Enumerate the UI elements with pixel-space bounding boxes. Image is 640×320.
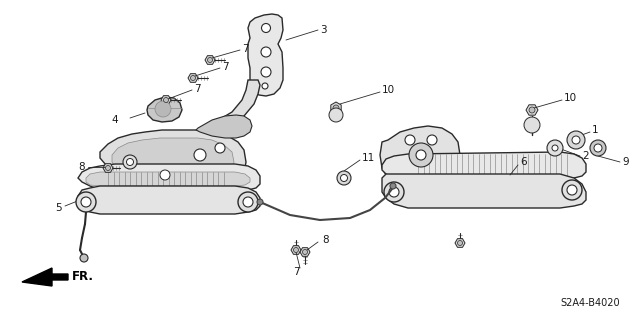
Polygon shape xyxy=(248,14,283,96)
Circle shape xyxy=(529,107,535,113)
Polygon shape xyxy=(382,152,586,180)
Polygon shape xyxy=(112,138,234,183)
Text: 4: 4 xyxy=(111,115,118,125)
Circle shape xyxy=(76,192,96,212)
Circle shape xyxy=(243,197,253,207)
Text: 1: 1 xyxy=(592,125,598,135)
Circle shape xyxy=(160,170,170,180)
Polygon shape xyxy=(103,164,113,172)
Circle shape xyxy=(389,187,399,197)
Text: 7: 7 xyxy=(194,84,200,94)
Circle shape xyxy=(257,199,263,205)
Polygon shape xyxy=(455,239,465,247)
Circle shape xyxy=(261,67,271,77)
Circle shape xyxy=(458,241,463,245)
Circle shape xyxy=(238,192,258,212)
Polygon shape xyxy=(22,268,68,286)
Polygon shape xyxy=(382,174,586,208)
Circle shape xyxy=(207,58,212,62)
Polygon shape xyxy=(78,186,260,214)
Circle shape xyxy=(547,140,563,156)
Polygon shape xyxy=(147,97,182,122)
Text: 7: 7 xyxy=(222,62,228,72)
Circle shape xyxy=(567,131,585,149)
Polygon shape xyxy=(78,164,260,192)
Text: S2A4-B4020: S2A4-B4020 xyxy=(561,298,620,308)
Polygon shape xyxy=(380,126,460,188)
Circle shape xyxy=(552,145,558,151)
Circle shape xyxy=(106,165,111,171)
Circle shape xyxy=(427,135,437,145)
Text: 7: 7 xyxy=(292,267,300,277)
Circle shape xyxy=(262,23,271,33)
Polygon shape xyxy=(100,130,246,195)
Circle shape xyxy=(337,171,351,185)
Circle shape xyxy=(594,144,602,152)
Circle shape xyxy=(261,47,271,57)
Text: 6: 6 xyxy=(520,157,527,167)
Polygon shape xyxy=(161,96,171,104)
Circle shape xyxy=(80,254,88,262)
Polygon shape xyxy=(188,74,198,82)
Text: 10: 10 xyxy=(564,93,577,103)
Circle shape xyxy=(294,247,298,252)
Circle shape xyxy=(155,101,171,117)
Text: 5: 5 xyxy=(56,203,62,213)
Circle shape xyxy=(329,108,343,122)
Circle shape xyxy=(262,83,268,89)
Polygon shape xyxy=(196,115,252,138)
Circle shape xyxy=(416,150,426,160)
Circle shape xyxy=(194,149,206,161)
Text: 7: 7 xyxy=(242,44,248,54)
Text: 9: 9 xyxy=(622,157,628,167)
Text: 11: 11 xyxy=(362,153,375,163)
Circle shape xyxy=(405,135,415,145)
Circle shape xyxy=(127,158,134,165)
Circle shape xyxy=(303,250,307,254)
Text: 10: 10 xyxy=(382,85,395,95)
Polygon shape xyxy=(205,56,215,64)
Text: 8: 8 xyxy=(322,235,328,245)
Text: 3: 3 xyxy=(320,25,326,35)
Text: 2: 2 xyxy=(582,151,589,161)
Polygon shape xyxy=(208,80,260,136)
Circle shape xyxy=(123,155,137,169)
Circle shape xyxy=(163,98,168,102)
Circle shape xyxy=(409,143,433,167)
Circle shape xyxy=(81,197,91,207)
Polygon shape xyxy=(86,172,250,186)
Circle shape xyxy=(567,185,577,195)
Circle shape xyxy=(340,174,348,181)
Text: 8: 8 xyxy=(78,162,85,172)
Circle shape xyxy=(333,105,339,111)
Circle shape xyxy=(562,180,582,200)
Bar xyxy=(462,165,517,207)
Polygon shape xyxy=(300,248,310,256)
Circle shape xyxy=(384,182,404,202)
Circle shape xyxy=(572,136,580,144)
Circle shape xyxy=(215,143,225,153)
Text: FR.: FR. xyxy=(72,269,94,283)
Circle shape xyxy=(390,183,396,189)
Circle shape xyxy=(590,140,606,156)
Polygon shape xyxy=(331,102,341,114)
Polygon shape xyxy=(291,246,301,254)
Circle shape xyxy=(191,76,195,81)
Circle shape xyxy=(524,117,540,133)
Polygon shape xyxy=(526,105,538,115)
